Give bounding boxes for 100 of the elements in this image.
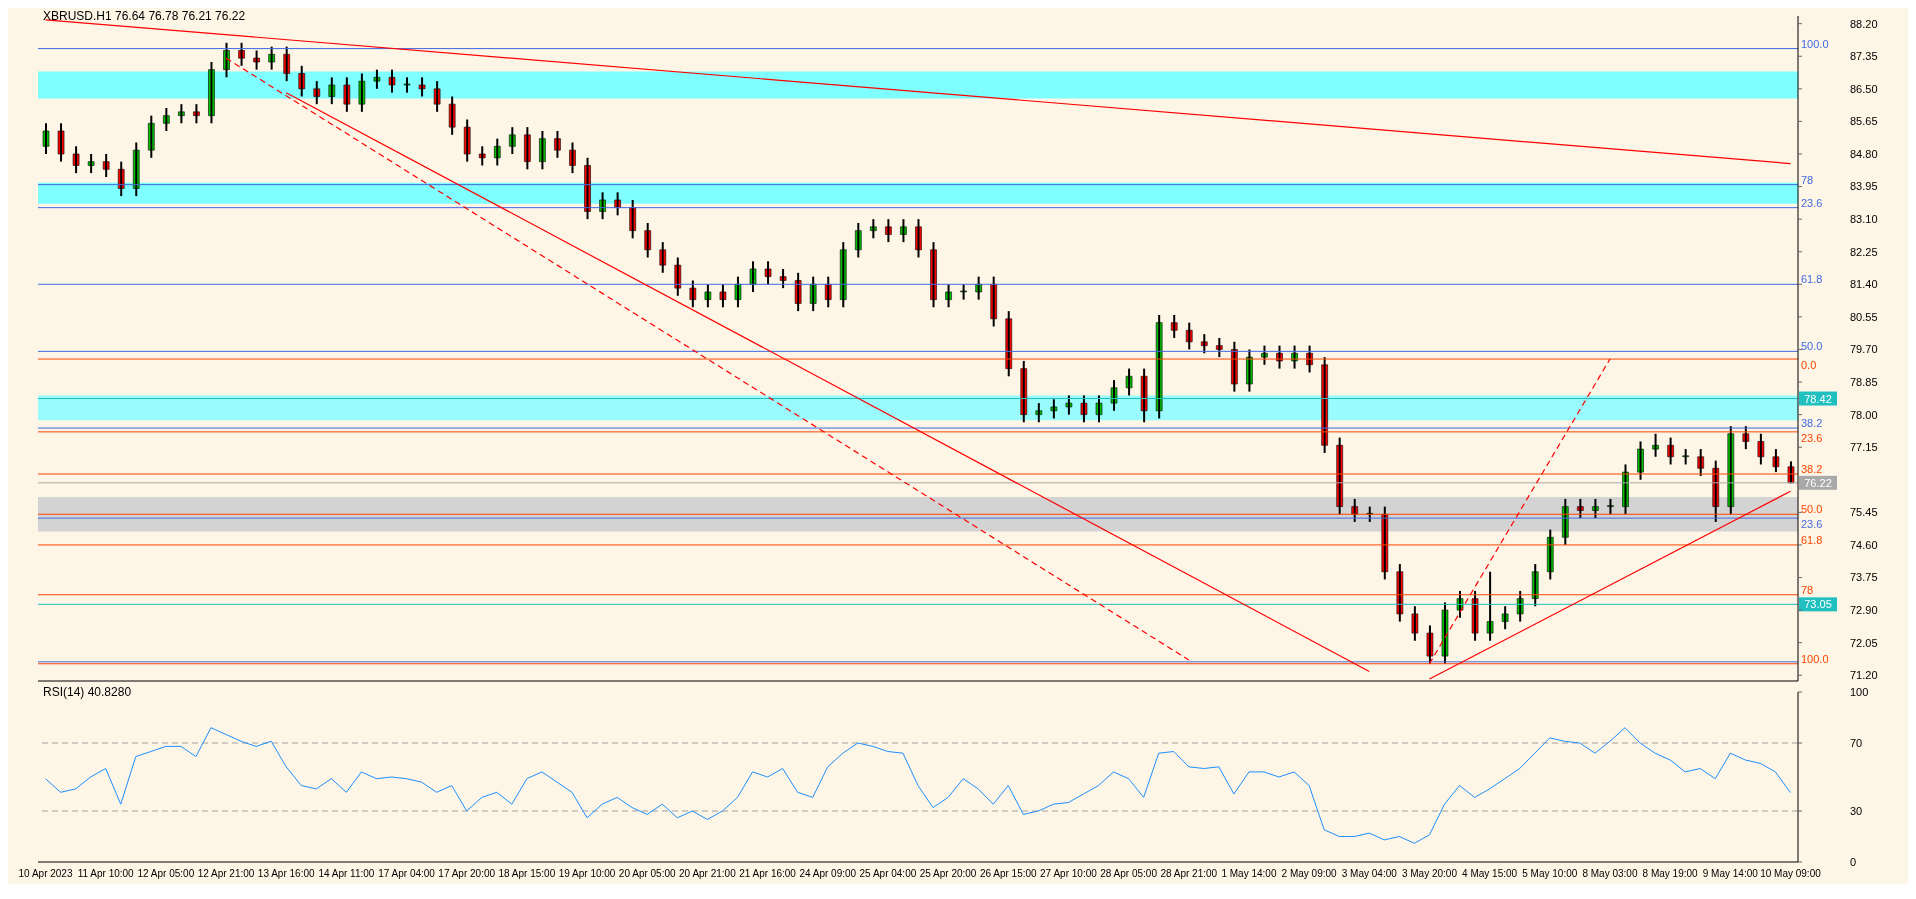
x-tick-label: 9 May 14:00 [1702,868,1759,880]
candlestick [343,77,351,112]
y-tick-label: 74.60 [1850,538,1878,551]
candlestick [704,284,712,308]
x-tick-label: 27 Apr 10:00 [1040,868,1098,880]
candlestick [42,123,50,154]
ref-line-label: 73.05 [1804,598,1832,611]
x-tick-label: 13 Apr 16:00 [257,868,315,880]
y-tick-label: 71.20 [1850,669,1878,682]
y-tick-label: 85.65 [1850,115,1878,128]
y-tick-label: 84.80 [1850,147,1878,160]
line-series [45,727,1791,844]
x-tick-label: 20 Apr 05:00 [618,868,677,880]
x-tick-label: 28 Apr 05:00 [1100,868,1158,880]
y-tick-label: 83.10 [1850,213,1878,226]
candlestick [719,284,727,308]
x-tick-label: 4 May 15:00 [1462,868,1518,880]
y-tick-label: 30 [1850,804,1863,817]
candlestick [1471,590,1479,641]
annotation: 100.0 [1801,37,1829,50]
x-tick-label: 25 Apr 04:00 [859,868,917,880]
x-tick-label: 14 Apr 11:00 [318,868,375,880]
y-tick-label: 73.75 [1850,571,1878,584]
candlestick [373,69,381,89]
annotation: 50.0 [1801,340,1823,353]
annotation: 100.0 [1801,652,1829,665]
chart-title: RSI(14) 40.8280 [42,685,133,699]
candlestick [1772,449,1780,473]
x-tick-label: 12 Apr 05:00 [137,868,195,880]
y-tick-label: 78.85 [1850,375,1878,388]
annotation: 23.6 [1801,196,1823,209]
annotation: 78 [1801,173,1814,186]
x-tick-label: 10 May 09:00 [1760,868,1822,880]
candlestick [960,284,967,300]
x-tick-label: 5 May 10:00 [1522,868,1578,880]
candlestick [1110,380,1118,411]
y-tick-label: 81.40 [1850,278,1878,291]
y-tick-label: 72.05 [1850,636,1878,649]
x-tick-label: 20 Apr 21:00 [679,868,737,880]
x-tick-label: 1 May 14:00 [1221,868,1277,880]
annotation: 61.8 [1801,273,1823,286]
candlestick [764,261,772,285]
x-tick-label: 2 May 09:00 [1281,868,1338,880]
x-tick-label: 24 Apr 09:00 [799,868,857,880]
candlestick [1607,498,1614,515]
candlestick [1050,399,1058,419]
x-tick-label: 12 Apr 21:00 [197,868,255,880]
candlestick [1501,606,1509,630]
y-tick-label: 75.45 [1850,506,1878,519]
annotation: 38.2 [1801,463,1823,476]
candlestick [87,153,95,174]
x-tick-label: 3 May 20:00 [1401,868,1458,880]
candlestick [388,69,396,93]
candlestick [72,146,80,174]
candlestick [403,77,411,93]
annotation: 61.8 [1801,533,1823,546]
y-tick-label: 82.25 [1850,245,1878,258]
y-tick-label: 72.90 [1850,604,1878,616]
x-tick-label: 8 May 19:00 [1642,868,1699,880]
y-tick-label: 87.35 [1850,50,1878,63]
candlestick [1757,433,1765,465]
y-tick-label: 88.20 [1850,17,1878,30]
y-tick-label: 86.50 [1850,82,1878,95]
y-tick-label: 100 [1850,685,1869,698]
ref-line-label: 76.22 [1804,476,1832,489]
x-tick-label: 28 Apr 21:00 [1160,868,1218,880]
y-tick-label: 83.95 [1850,180,1878,193]
candlestick [1411,606,1419,641]
annotation: 38.2 [1801,417,1823,430]
x-tick-label: 3 May 04:00 [1341,868,1398,880]
annotation: 0.0 [1801,359,1817,372]
x-tick-label: 18 Apr 15:00 [498,868,556,880]
annotation: 23.6 [1801,518,1823,531]
candlestick [418,77,426,97]
y-tick-label: 80.55 [1850,310,1878,323]
y-tick-label: 77.15 [1850,441,1878,454]
annotation: 50.0 [1801,503,1823,516]
x-tick-label: 25 Apr 20:00 [919,868,977,880]
candlestick [358,73,366,112]
x-tick-label: 26 Apr 15:00 [979,868,1038,880]
ref-line-label: 78.42 [1804,392,1832,405]
x-tick-label: 10 Apr 2023 [18,868,73,880]
x-tick-label: 19 Apr 10:00 [558,868,616,880]
x-tick-label: 11 Apr 10:00 [77,868,135,880]
candlestick [1080,395,1088,423]
y-tick-label: 78.00 [1850,408,1878,421]
chart-title: XBRUSD.H1 76.64 76.78 76.21 76.22 [42,9,247,23]
candlestick [1486,571,1494,641]
candlestick [749,261,757,292]
annotation: 78 [1801,583,1814,596]
candlestick [1682,449,1689,465]
x-tick-label: 17 Apr 20:00 [438,868,496,880]
y-tick-label: 70 [1850,736,1863,749]
candlestick [1125,368,1133,396]
candlestick [1095,395,1103,423]
x-tick-label: 21 Apr 16:00 [739,868,797,880]
x-tick-label: 17 Apr 04:00 [378,868,436,880]
candlestick [1441,602,1449,664]
y-tick-label: 79.70 [1850,343,1878,356]
candlestick [779,268,787,289]
